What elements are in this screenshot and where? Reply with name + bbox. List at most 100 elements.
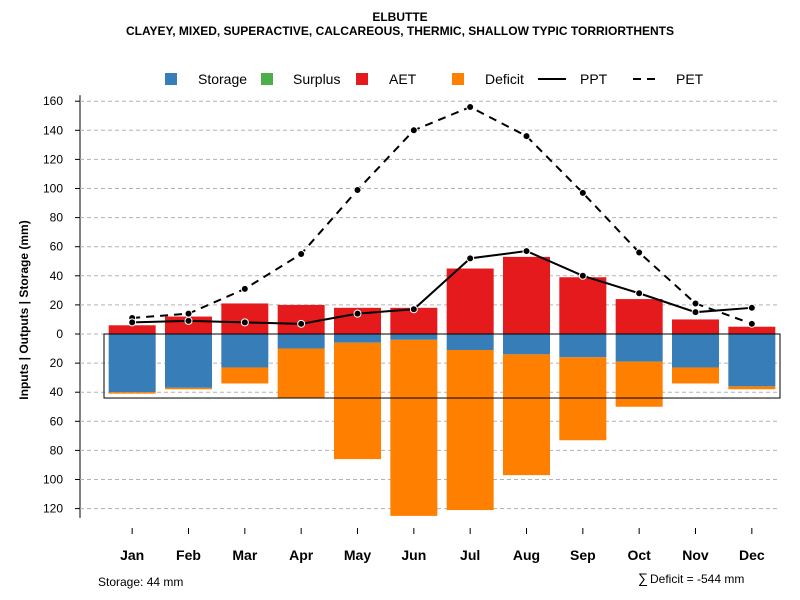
aet-bar: [446, 268, 494, 334]
x-tick-label: Sep: [570, 547, 596, 563]
ppt-point: [353, 309, 362, 318]
pet-point: [409, 126, 418, 135]
legend-swatch-surplus: [261, 73, 273, 85]
legend-swatch-deficit: [452, 73, 464, 85]
ppt-point: [184, 316, 193, 325]
deficit-bar: [390, 339, 438, 516]
x-tick-label: Apr: [289, 547, 314, 563]
deficit-bar: [446, 350, 494, 511]
y-tick-label: 60: [50, 240, 64, 254]
legend-swatch-aet: [356, 73, 368, 85]
deficit-bar: [221, 367, 269, 384]
y-tick-label: 40: [50, 269, 64, 283]
y-tick-label: 160: [43, 94, 63, 108]
ppt-point: [747, 303, 756, 312]
storage-bar: [277, 334, 325, 349]
storage-bar: [108, 334, 156, 393]
pet-point: [240, 284, 249, 293]
x-tick-label: Feb: [176, 547, 201, 563]
y-tick-label: 80: [50, 211, 64, 225]
pet-point: [635, 248, 644, 257]
aet-bar: [615, 299, 663, 334]
x-tick-label: Dec: [739, 547, 765, 563]
storage-bar: [221, 334, 269, 368]
ppt-point: [240, 318, 249, 327]
y-tick-label: 20: [50, 356, 64, 370]
chart-subtitle: CLAYEY, MIXED, SUPERACTIVE, CALCAREOUS, …: [125, 24, 675, 38]
y-tick-label: 100: [43, 182, 63, 196]
y-axis-label: Inputs | Outputs | Storage (mm): [17, 220, 31, 399]
aet-bar: [277, 304, 325, 334]
pet-point: [353, 185, 362, 194]
chart-title: ELBUTTE: [372, 10, 428, 24]
storage-bar: [615, 334, 663, 362]
storage-bar: [672, 334, 719, 368]
y-tick-label: 100: [43, 473, 63, 487]
aet-bar: [503, 256, 550, 334]
x-tick-label: Mar: [232, 547, 257, 563]
sum-symbol: ∑: [638, 570, 648, 586]
ppt-line: [132, 250, 752, 325]
ppt-point: [635, 289, 644, 298]
deficit-bar: [277, 348, 325, 399]
y-tick-label: 0: [56, 327, 63, 341]
pet-point: [184, 309, 193, 318]
pet-point: [466, 103, 475, 112]
deficit-bar: [165, 387, 212, 390]
storage-bar: [165, 334, 212, 388]
y-tick-label: 120: [43, 502, 63, 516]
y-tick-label: 140: [43, 123, 63, 137]
storage-bar: [728, 334, 776, 387]
ppt-point: [522, 247, 531, 256]
legend-swatch-storage: [165, 73, 177, 85]
ppt-point: [466, 254, 475, 263]
ppt-point: [297, 319, 306, 328]
deficit-bar: [334, 342, 381, 460]
storage-bar: [334, 334, 381, 343]
deficit-bar: [728, 386, 776, 390]
legend-label-deficit: Deficit: [485, 71, 524, 87]
deficit-bar: [559, 357, 607, 441]
storage-capacity-box: [103, 333, 781, 399]
legend-label-aet: AET: [389, 71, 417, 87]
x-tick-label: May: [344, 547, 371, 563]
pet-point: [747, 319, 756, 328]
pet-point: [691, 299, 700, 308]
aet-bar: [108, 325, 156, 334]
deficit-note: ∑ Deficit = -544 mm: [638, 570, 744, 586]
ppt-point: [128, 318, 137, 327]
x-tick-label: Nov: [682, 547, 709, 563]
deficit-bar: [615, 361, 663, 407]
y-tick-label: 120: [43, 152, 63, 166]
storage-bar: [446, 334, 494, 351]
deficit-bar: [503, 354, 550, 476]
ppt-point: [691, 308, 700, 317]
storage-bar: [559, 334, 607, 358]
aet-bar: [559, 277, 607, 334]
deficit-bar: [672, 367, 719, 384]
pet-point: [522, 132, 531, 141]
x-tick-label: Aug: [513, 547, 540, 563]
pet-point: [297, 249, 306, 258]
y-tick-label: 20: [50, 298, 64, 312]
deficit-bar: [108, 392, 156, 394]
deficit-total: Deficit = -544 mm: [649, 572, 745, 586]
legend-label-surplus: Surplus: [293, 71, 340, 87]
pet-line: [132, 105, 753, 325]
aet-bar: [728, 326, 776, 334]
legend-label-pet: PET: [676, 71, 704, 87]
legend-label-storage: Storage: [198, 71, 247, 87]
storage-note: Storage: 44 mm: [98, 575, 184, 589]
x-tick-label: Jan: [120, 547, 144, 563]
x-tick-label: Jun: [401, 547, 426, 563]
y-tick-label: 80: [50, 443, 64, 457]
ppt-point: [578, 271, 587, 280]
x-tick-label: Oct: [627, 547, 651, 563]
storage-bar: [503, 334, 550, 355]
pet-point: [578, 188, 587, 197]
x-tick-label: Jul: [460, 547, 480, 563]
aet-bar: [672, 319, 719, 334]
legend-label-ppt: PPT: [580, 71, 608, 87]
ppt-point: [409, 305, 418, 314]
